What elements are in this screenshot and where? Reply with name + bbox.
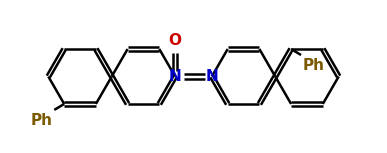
Text: N: N: [205, 69, 218, 84]
Text: N: N: [169, 69, 182, 84]
Text: O: O: [169, 33, 182, 48]
Text: Ph: Ph: [303, 58, 325, 73]
Text: Ph: Ph: [31, 113, 53, 128]
